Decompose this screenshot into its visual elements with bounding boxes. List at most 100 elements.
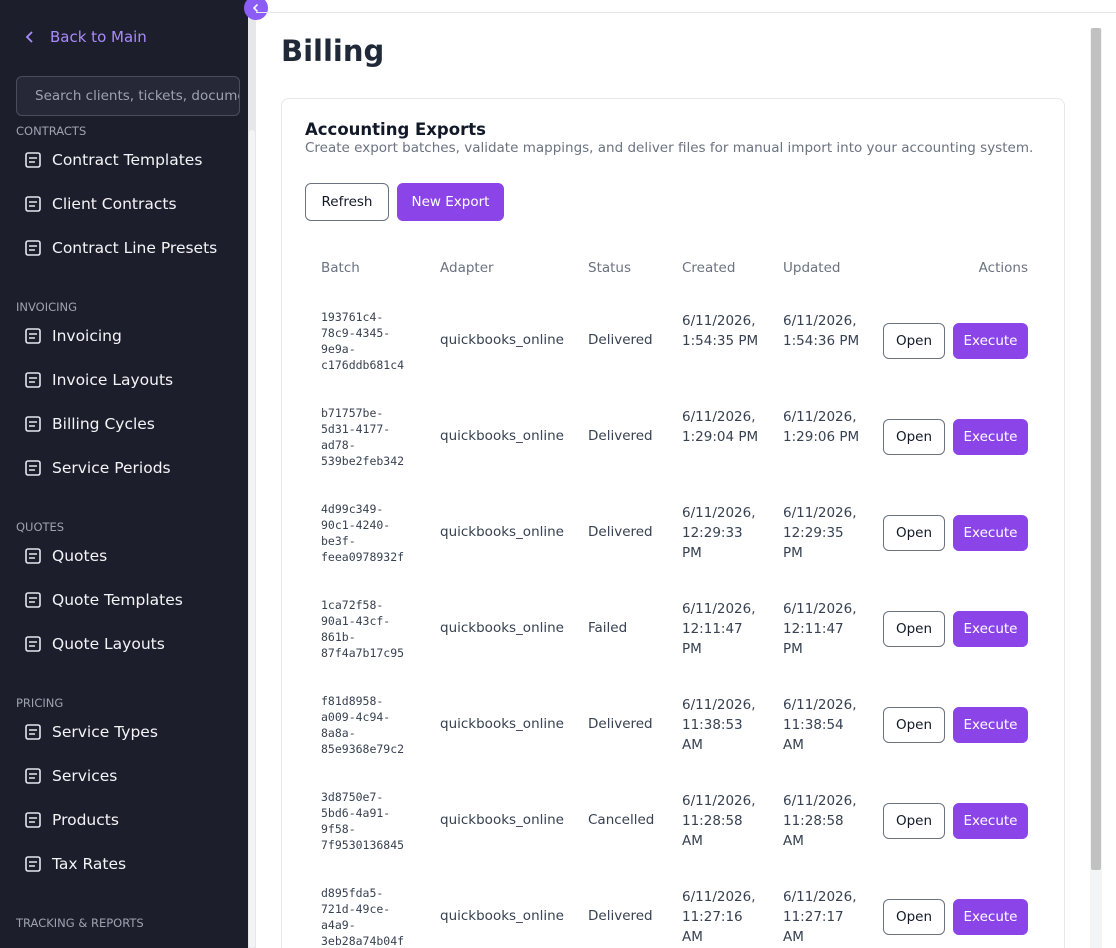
adapter: quickbooks_online bbox=[440, 428, 564, 444]
batch-id: 193761c4-78c9-4345-9e9a-c176ddb681c4 bbox=[321, 310, 405, 372]
nav-section-title: QUOTES bbox=[16, 520, 65, 534]
updated: 6/11/2026, 1:29:06 PM bbox=[783, 409, 860, 445]
top-border bbox=[256, 12, 1116, 13]
updated: 6/11/2026, 1:54:36 PM bbox=[783, 313, 860, 349]
back-text: Back to Main bbox=[50, 28, 147, 46]
nav-label: Quote Templates bbox=[52, 591, 183, 609]
nav-item[interactable]: Tax Rates bbox=[24, 850, 126, 878]
nav-section-title: CONTRACTS bbox=[16, 124, 87, 138]
status: Delivered bbox=[588, 908, 653, 924]
sidebar: Back to Main Search clients, tickets, do… bbox=[0, 0, 248, 948]
adapter: quickbooks_online bbox=[440, 620, 564, 636]
status: Delivered bbox=[588, 332, 653, 348]
adapter: quickbooks_online bbox=[440, 332, 564, 348]
table-header: Batch bbox=[321, 260, 360, 276]
open-button[interactable]: Open bbox=[883, 515, 945, 551]
new-export-button[interactable]: New Export bbox=[397, 183, 504, 221]
back-link[interactable]: Back to Main bbox=[24, 28, 147, 46]
status: Delivered bbox=[588, 716, 653, 732]
nav-section-title: INVOICING bbox=[16, 300, 78, 314]
nav-item[interactable]: Invoicing bbox=[24, 322, 122, 350]
nav-label: Invoicing bbox=[52, 327, 122, 345]
nav-item[interactable]: Contract Line Presets bbox=[24, 234, 217, 262]
sidebar-scroll-thumb bbox=[249, 130, 255, 948]
back-icon bbox=[25, 31, 33, 43]
execute-button[interactable]: Execute bbox=[953, 419, 1028, 455]
open-button[interactable]: Open bbox=[883, 323, 945, 359]
created: 6/11/2026, 12:11:47 PM bbox=[682, 601, 756, 657]
nav-item[interactable]: Client Contracts bbox=[24, 190, 177, 218]
nav-item[interactable]: Quotes bbox=[24, 542, 107, 570]
updated: 6/11/2026, 11:28:58 AM bbox=[783, 793, 857, 849]
main-scroll-thumb bbox=[1091, 28, 1101, 870]
nav-label: Client Contracts bbox=[52, 195, 177, 213]
execute-button[interactable]: Execute bbox=[953, 899, 1028, 935]
nav-item[interactable]: Service Periods bbox=[24, 454, 171, 482]
open-button[interactable]: Open bbox=[883, 611, 945, 647]
adapter: quickbooks_online bbox=[440, 908, 564, 924]
execute-button[interactable]: Execute bbox=[953, 707, 1028, 743]
table-header: Updated bbox=[783, 260, 841, 276]
nav-item[interactable]: Service Types bbox=[24, 718, 158, 746]
updated: 6/11/2026, 11:27:17 AM bbox=[783, 889, 857, 945]
page-title: Billing bbox=[281, 34, 385, 68]
execute-button[interactable]: Execute bbox=[953, 323, 1028, 359]
nav-item[interactable]: Services bbox=[24, 762, 117, 790]
execute-button[interactable]: Execute bbox=[953, 803, 1028, 839]
open-button[interactable]: Open bbox=[883, 899, 945, 935]
created: 6/11/2026, 12:29:33 PM bbox=[682, 505, 756, 561]
nav-label: Contract Line Presets bbox=[52, 239, 218, 257]
batch-id: 1ca72f58-90a1-43cf-861b-87f4a7b17c95 bbox=[321, 598, 405, 660]
batch-id: f81d8958-a009-4c94-8a8a-85e9368e79c2 bbox=[321, 694, 405, 756]
nav-section-title: PRICING bbox=[16, 696, 64, 710]
table-header: Actions bbox=[978, 260, 1028, 276]
batch-id: 3d8750e7-5bd6-4a91-9f58-7f9530136845 bbox=[321, 790, 405, 852]
execute-button[interactable]: Execute bbox=[953, 611, 1028, 647]
nav-label: Service Types bbox=[52, 723, 158, 741]
nav-item[interactable]: Billing Cycles bbox=[24, 410, 155, 438]
nav-icon bbox=[25, 724, 41, 740]
batch-id: 4d99c349-90c1-4240-be3f-feea0978932f bbox=[321, 502, 405, 564]
table-header: Status bbox=[588, 260, 632, 276]
collapse-button[interactable] bbox=[244, 0, 268, 20]
refresh-button[interactable]: Refresh bbox=[305, 183, 389, 221]
nav-item[interactable]: Products bbox=[24, 806, 119, 834]
open-button[interactable]: Open bbox=[883, 419, 945, 455]
search-box[interactable]: Search clients, tickets, documents bbox=[16, 76, 240, 116]
updated: 6/11/2026, 11:38:54 AM bbox=[783, 697, 857, 753]
nav-icon bbox=[25, 460, 41, 476]
open-button[interactable]: Open bbox=[883, 707, 945, 743]
created: 6/11/2026, 11:27:16 AM bbox=[682, 889, 756, 945]
table-header: Adapter bbox=[440, 260, 494, 276]
nav-icon bbox=[25, 592, 41, 608]
nav-label: Quotes bbox=[52, 547, 108, 565]
batch-id: d895fda5-721d-49ce-a4a9-3eb28a74b04f bbox=[321, 886, 405, 948]
nav-icon bbox=[25, 196, 41, 212]
status: Delivered bbox=[588, 524, 653, 540]
nav-label: Invoice Layouts bbox=[52, 371, 174, 389]
created: 6/11/2026, 1:54:35 PM bbox=[682, 313, 759, 349]
updated: 6/11/2026, 12:29:35 PM bbox=[783, 505, 857, 561]
nav-item[interactable]: Quote Layouts bbox=[24, 630, 165, 658]
adapter: quickbooks_online bbox=[440, 812, 564, 828]
nav-label: Service Periods bbox=[52, 459, 171, 477]
search-placeholder: Search clients, tickets, documents bbox=[35, 88, 239, 104]
adapter: quickbooks_online bbox=[440, 524, 564, 540]
nav-icon bbox=[25, 240, 41, 256]
created: 6/11/2026, 11:38:53 AM bbox=[682, 697, 756, 753]
open-button[interactable]: Open bbox=[883, 803, 945, 839]
nav-icon bbox=[25, 416, 41, 432]
nav-item[interactable]: Contract Templates bbox=[24, 146, 202, 174]
card-title: Accounting Exports bbox=[305, 120, 486, 139]
nav-icon bbox=[25, 768, 41, 784]
nav-label: Billing Cycles bbox=[52, 415, 155, 433]
execute-button[interactable]: Execute bbox=[953, 515, 1028, 551]
status: Failed bbox=[588, 620, 628, 636]
nav-icon bbox=[25, 636, 41, 652]
nav-label: Tax Rates bbox=[52, 855, 127, 873]
status: Delivered bbox=[588, 428, 653, 444]
nav-icon bbox=[25, 372, 41, 388]
nav-item[interactable]: Quote Templates bbox=[24, 586, 183, 614]
nav-item[interactable]: Invoice Layouts bbox=[24, 366, 173, 394]
